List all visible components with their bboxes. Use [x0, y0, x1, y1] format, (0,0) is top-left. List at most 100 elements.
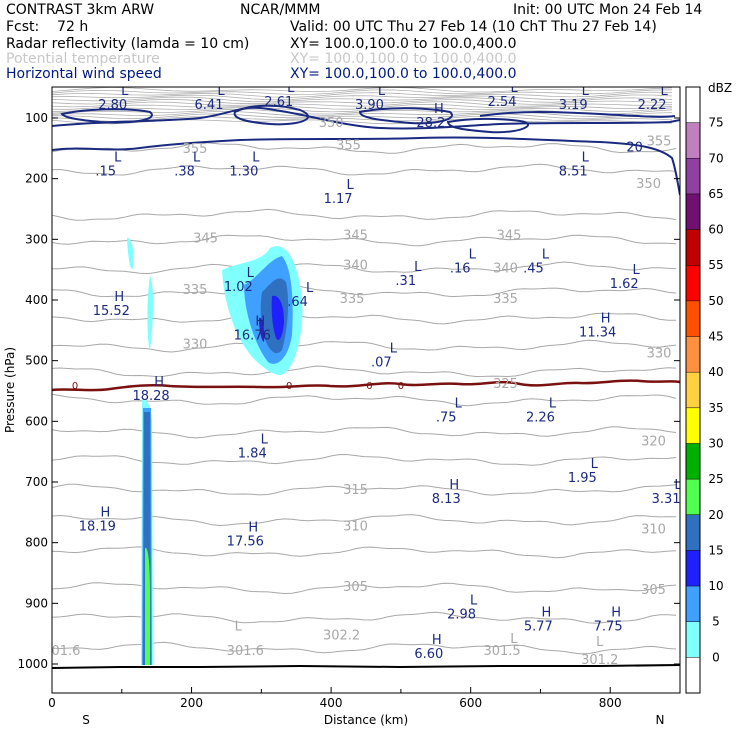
wind-extremum-value: .64	[287, 295, 308, 310]
wind-extremum-value: 7.75	[594, 620, 623, 635]
wind-extremum-kind: L	[287, 81, 295, 96]
wind-extrema: L2.80L6.41L2.61L3.90L2.54L3.19L2.22H28.2…	[79, 81, 682, 662]
wind-extremum-kind: L	[217, 84, 225, 99]
theta-label: 325	[493, 377, 518, 392]
wind-contour-jet-right	[358, 107, 453, 125]
wind-extremum-value: 8.13	[432, 492, 461, 507]
wind-contour-labels: 20	[626, 140, 643, 155]
field-legend: Radar reflectivity (lamda = 10 cm) XY= 1…	[6, 36, 517, 82]
theta-label: 305	[641, 583, 666, 598]
wind-extremum-value: 2.22	[638, 98, 667, 113]
wind-extremum-value: 6.60	[414, 647, 443, 662]
upper-theta-line	[52, 101, 673, 108]
theta-labels: 350 355 355 355 350 345 345 345 340 340 335 335 335 3…	[52, 116, 672, 668]
colorbar-swatch	[686, 621, 700, 658]
theta-contour-line	[52, 208, 677, 221]
wind-extremum-value: 18.19	[79, 520, 116, 535]
wind-extremum-kind: L	[378, 84, 386, 99]
wind-extremum-value: 5.77	[524, 620, 553, 635]
wind-extremum-kind: L	[252, 151, 260, 166]
x-tick-label: 800	[599, 696, 622, 710]
theta-label: 301.5	[483, 644, 520, 659]
init-time: Init: 00 UTC Mon 24 Feb 14	[513, 2, 702, 18]
field-name-theta: Potential temperature	[6, 51, 160, 67]
wind-extremum-kind: L	[346, 178, 354, 193]
wind-extremum-value: .75	[436, 410, 457, 425]
wind-contour-jet-core	[446, 117, 529, 134]
theta-contour-line	[52, 163, 677, 176]
wind-extremum-value: .38	[174, 165, 195, 180]
x-tick-label: 600	[459, 696, 482, 710]
y-tick-label: 800	[25, 536, 48, 550]
theta-contour-line	[52, 234, 677, 247]
colorbar-swatch	[686, 229, 700, 266]
wind-contour-east	[479, 111, 676, 118]
wind-extremum-kind: L	[193, 151, 201, 166]
theta-label: 301.6	[227, 644, 264, 659]
theta-label: 355	[336, 139, 361, 154]
wind-extremum-value: 1.30	[229, 165, 258, 180]
colorbar-swatch	[686, 158, 700, 194]
field-xy-wind: XY= 100.0,100.0 to 100.0,400.0	[290, 66, 517, 82]
wind-extremum-value: .45	[523, 262, 544, 277]
theta-label: 320	[641, 435, 666, 450]
title-center: NCAR/MMM	[240, 2, 321, 18]
theta-label: 315	[343, 483, 368, 498]
wind-extremum-kind: L	[121, 84, 129, 99]
surface-line	[52, 664, 680, 669]
y-tick-label: 300	[25, 232, 48, 246]
wind-extremum-value: .15	[95, 165, 116, 180]
upper-theta-line	[52, 106, 673, 113]
wind-contours	[52, 104, 680, 196]
wind-extremum-value: 1.17	[324, 192, 353, 207]
colorbar-label: 65	[708, 187, 723, 201]
wind-extremum-kind: L	[469, 248, 477, 263]
freezing-level-label: 0	[286, 381, 292, 392]
reflectivity-shading	[127, 237, 303, 665]
wind-extremum-kind: L	[390, 342, 398, 357]
theta-label: 350	[636, 177, 661, 192]
colorbar-label: 40	[708, 365, 723, 379]
wind-extremum-kind: L	[470, 594, 478, 609]
wind-extremum-value: 1.02	[224, 280, 253, 295]
colorbar-label: 10	[708, 579, 723, 593]
wind-extremum-kind: L	[247, 266, 255, 281]
reflectivity-cell-3e	[259, 317, 265, 342]
theta-label: 355	[647, 134, 672, 149]
theta-contour-line	[52, 261, 677, 275]
upper-theta-line	[52, 98, 673, 105]
colorbar-label: 75	[708, 116, 723, 130]
wind-extremum-value: .07	[371, 356, 392, 371]
colorbar-swatch	[686, 657, 700, 693]
wind-contour-label: 20	[626, 140, 643, 155]
colorbar-swatch	[686, 479, 700, 515]
wind-extremum-kind: H	[541, 606, 551, 621]
x-axis-label: Distance (km)	[324, 713, 408, 727]
theta-label: 330	[183, 338, 208, 353]
freezing-level-labels: 0 0 0 0	[72, 381, 404, 392]
upper-theta-line	[52, 118, 673, 125]
colorbar-swatch	[686, 586, 700, 622]
wind-extremum-kind: L	[674, 478, 682, 493]
freezing-level-line	[52, 379, 680, 392]
reflectivity-cell-3d	[271, 295, 284, 341]
upper-theta-line	[52, 87, 673, 93]
freezing-level-label: 0	[366, 381, 372, 392]
colorbar-swatch	[686, 550, 700, 587]
x-axis: 0 200 400 600 800	[48, 687, 622, 710]
reflectivity-cell-1	[127, 237, 134, 269]
colorbar-label: 25	[708, 472, 723, 486]
upper-theta-line	[52, 89, 673, 95]
theta-label: 345	[497, 228, 522, 243]
theta-label: 335	[340, 292, 365, 307]
theta-extremum-mark: L	[235, 620, 243, 635]
theta-extremum-mark: L	[510, 632, 518, 647]
wind-extremum-value: 16.76	[234, 328, 271, 343]
wind-extremum-kind: L	[660, 84, 668, 99]
wind-extremum-value: 15.52	[93, 304, 130, 319]
forecast-hour: Fcst: 72 h	[6, 19, 88, 35]
wind-extremum-kind: L	[261, 433, 269, 448]
title-left: CONTRAST 3km ARW	[6, 2, 154, 18]
